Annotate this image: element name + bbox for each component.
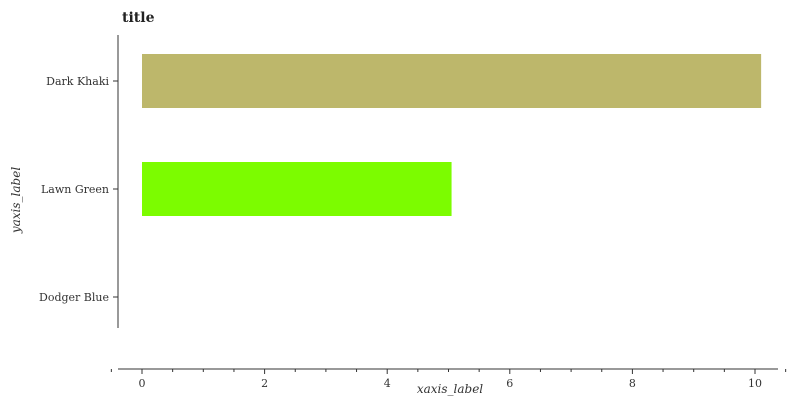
y-axis: Dodger Blue Lawn Green Dark Khaki bbox=[39, 35, 119, 328]
y-tick-label: Dodger Blue bbox=[39, 291, 109, 304]
x-tick-label: 0 bbox=[139, 377, 146, 390]
x-tick-label: 6 bbox=[506, 377, 513, 390]
bar-lawn-green bbox=[142, 162, 452, 216]
x-tick-label: 10 bbox=[748, 377, 762, 390]
bars-group bbox=[142, 54, 762, 216]
x-tick-label: 8 bbox=[629, 377, 636, 390]
chart-title: title bbox=[122, 10, 155, 26]
bar-dark-khaki bbox=[142, 54, 762, 108]
y-tick-label: Lawn Green bbox=[41, 183, 109, 196]
y-tick-label: Dark Khaki bbox=[46, 75, 109, 88]
x-axis: 0 2 4 6 8 10 bbox=[110, 368, 787, 390]
x-tick-label: 2 bbox=[261, 377, 268, 390]
x-tick-label: 4 bbox=[384, 377, 391, 390]
y-axis-label: yaxis_label bbox=[9, 167, 23, 234]
x-axis-label: xaxis_label bbox=[417, 382, 483, 396]
